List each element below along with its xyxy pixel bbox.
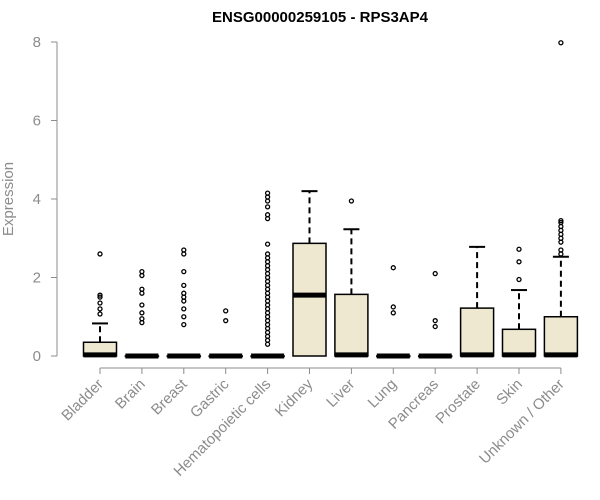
box-breast xyxy=(166,247,202,359)
outlier-point xyxy=(97,251,103,257)
y-tick-label: 6 xyxy=(33,113,41,130)
outlier-point xyxy=(97,294,103,300)
y-tick-label: 0 xyxy=(33,348,41,365)
outlier-point xyxy=(181,314,187,320)
box-body xyxy=(459,307,495,357)
outlier-point xyxy=(348,198,355,204)
x-tick-label: Bladder xyxy=(58,376,107,425)
outlier-point xyxy=(181,290,187,296)
y-tick-label: 8 xyxy=(33,34,41,51)
outlier-point xyxy=(223,308,229,314)
box-lung xyxy=(376,265,411,359)
outlier-point xyxy=(97,311,103,317)
outlier-point xyxy=(516,259,522,265)
outlier-point xyxy=(558,40,564,46)
outlier-point xyxy=(139,316,145,322)
outlier-point xyxy=(390,265,396,271)
outlier-point xyxy=(432,323,438,330)
outlier-point xyxy=(390,310,396,316)
outlier-point xyxy=(432,318,438,324)
outlier-point xyxy=(97,292,103,298)
chart-title: ENSG00000259105 - RPS3AP4 xyxy=(212,9,429,26)
outlier-point xyxy=(181,282,187,289)
box-gastric xyxy=(208,308,243,359)
x-tick-label: Liver xyxy=(323,376,358,411)
outlier-point xyxy=(139,302,145,308)
outlier-point xyxy=(390,304,396,310)
outlier-point xyxy=(139,310,145,316)
x-tick-label: Breast xyxy=(148,375,191,418)
box-pancreas xyxy=(417,270,453,359)
x-tick-label: Lung xyxy=(365,376,401,412)
x-tick-label: Kidney xyxy=(272,375,317,420)
box-bladder xyxy=(82,251,118,358)
box-liver xyxy=(334,198,369,358)
outlier-point xyxy=(181,306,187,312)
outlier-point xyxy=(139,268,145,275)
outlier-point xyxy=(264,241,271,247)
outlier-point xyxy=(181,268,187,275)
box-brain xyxy=(124,268,160,359)
outlier-point xyxy=(558,217,564,224)
outlier-point xyxy=(264,190,271,196)
outlier-point xyxy=(264,251,271,257)
outlier-point xyxy=(558,247,564,253)
x-tick-label: Prostate xyxy=(432,376,484,428)
outlier-point xyxy=(97,306,103,312)
outlier-point xyxy=(181,321,187,328)
outlier-point xyxy=(97,300,103,306)
box-unknown-other xyxy=(543,40,579,358)
outlier-point xyxy=(516,276,522,283)
outlier-point xyxy=(264,212,271,218)
outlier-point xyxy=(223,318,229,324)
x-tick-label: Skin xyxy=(493,376,526,409)
outlier-point xyxy=(264,204,271,210)
outlier-point xyxy=(139,286,145,292)
box-prostate xyxy=(459,245,495,358)
box-kidney xyxy=(292,190,327,357)
x-tick-label: Brain xyxy=(112,376,149,413)
box-body xyxy=(501,328,537,357)
plot-area xyxy=(82,40,579,359)
outlier-point xyxy=(516,246,522,252)
outlier-point xyxy=(558,219,564,226)
box-body xyxy=(292,242,327,357)
box-hematopoietic-cells xyxy=(250,190,285,359)
outlier-point xyxy=(181,247,187,253)
box-skin xyxy=(501,246,537,358)
y-axis-label: Expression xyxy=(0,162,17,236)
y-tick-label: 4 xyxy=(33,191,41,208)
outlier-point xyxy=(432,270,438,277)
box-body xyxy=(334,293,369,357)
y-tick-label: 2 xyxy=(33,270,41,287)
box-body xyxy=(543,316,579,357)
